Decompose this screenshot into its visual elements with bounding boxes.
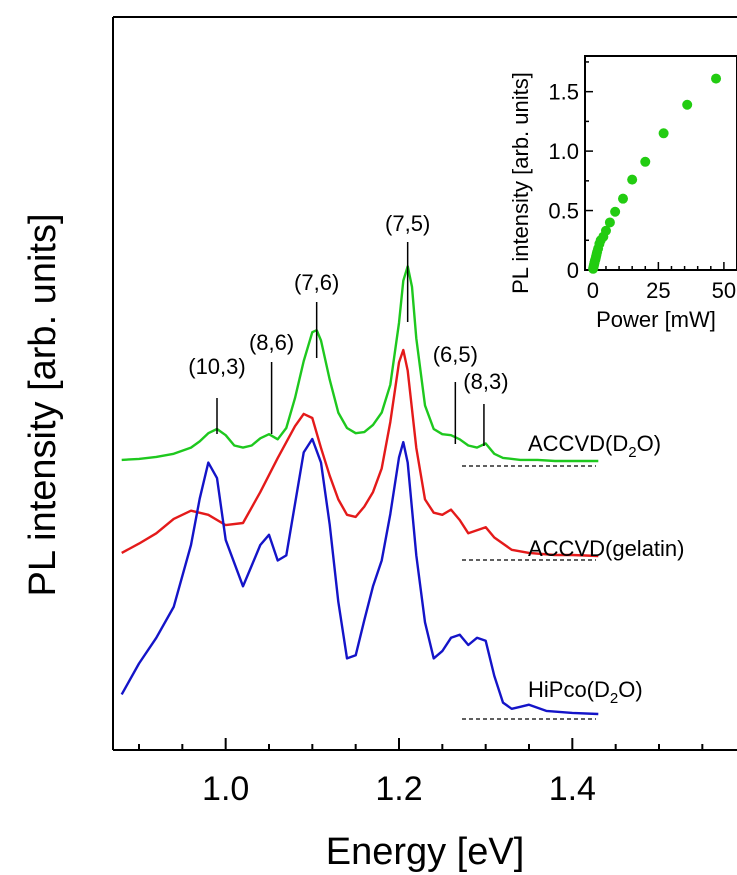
inset-data-point (604, 217, 615, 228)
inset-x-tick-label: 50 (712, 278, 736, 303)
inset-data-point (682, 99, 693, 110)
series-label-accvd-d2o-sub: 2 (628, 444, 636, 461)
inset-y-tick-label: 0 (567, 258, 579, 283)
peak-label: (7,6) (294, 270, 339, 295)
inset-y-tick-label: 0.5 (548, 199, 579, 224)
series-label-hipco-d2o-tail: O) (618, 677, 642, 702)
series-label-accvd-gelatin: ACCVD(gelatin) (528, 536, 685, 561)
series-label-hipco-d2o-main: HiPco(D (528, 677, 610, 702)
peak-label: (8,6) (249, 330, 294, 355)
inset-x-axis-label: Power [mW] (596, 307, 716, 332)
inset-data-point (600, 225, 611, 236)
inset-data-point (640, 156, 651, 167)
series-label-accvd-d2o-main: ACCVD(D (528, 431, 628, 456)
series-label-hipco-d2o-sub: 2 (610, 690, 618, 707)
series-label-accvd-d2o-tail: O) (637, 431, 661, 456)
series-line-hipco-d2o (120, 437, 599, 716)
main-x-tick-labels: 1.0 1.2 1.4 (202, 770, 596, 808)
inset-points (588, 73, 722, 274)
inset-data-point (627, 174, 638, 185)
inset-data-point (618, 193, 628, 204)
main-x-tick-label: 1.0 (202, 770, 249, 808)
series-label-accvd-d2o: ACCVD(D2O) (528, 431, 661, 461)
peak-markers: (10,3)(8,6) (7,6) (7,5) (6,5)(8,3) (188, 211, 509, 446)
main-series-group (120, 265, 599, 716)
main-x-axis-label: Energy [eV] (326, 831, 525, 873)
main-x-tick-label: 1.2 (375, 770, 422, 808)
main-y-axis-label: PL intensity [arb. units] (22, 213, 64, 596)
main-x-tick-label: 1.4 (549, 770, 596, 808)
baseline-group (462, 465, 596, 720)
inset-x-tick-label: 25 (646, 278, 670, 303)
inset-x-tick-labels: 0 25 50 (587, 278, 736, 303)
peak-label: (10,3) (188, 354, 245, 379)
inset-x-tick-label: 0 (587, 278, 599, 303)
inset-frame (584, 55, 737, 271)
main-plot: 1.0 1.2 1.4 (10,3)(8,6) (7,6) (7,5) (6,5)(8,3… (22, 16, 737, 873)
series-line-accvd-gelatin (121, 348, 599, 558)
series-label-hipco-d2o: HiPco(D2O) (528, 677, 643, 707)
peak-label: (6,5) (433, 342, 478, 367)
inset-y-tick-labels: 0 0.5 1.0 1.5 (548, 80, 579, 283)
inset-data-point (658, 128, 669, 139)
inset-data-point (711, 73, 722, 84)
inset-y-tick-label: 1.0 (548, 139, 579, 164)
peak-label: (7,5) (385, 211, 430, 236)
inset-plot: 0 0.5 1.0 1.5 0 25 50 Power [mW] PL intensity… (508, 55, 737, 332)
main-x-ticks (138, 738, 704, 750)
peak-label: (8,3) (463, 369, 508, 394)
inset-data-point (610, 206, 621, 217)
inset-y-tick-label: 1.5 (548, 80, 579, 105)
inset-y-axis-label: PL intensity [arb. units] (508, 72, 533, 294)
series-line-accvd-d2o (121, 265, 599, 463)
